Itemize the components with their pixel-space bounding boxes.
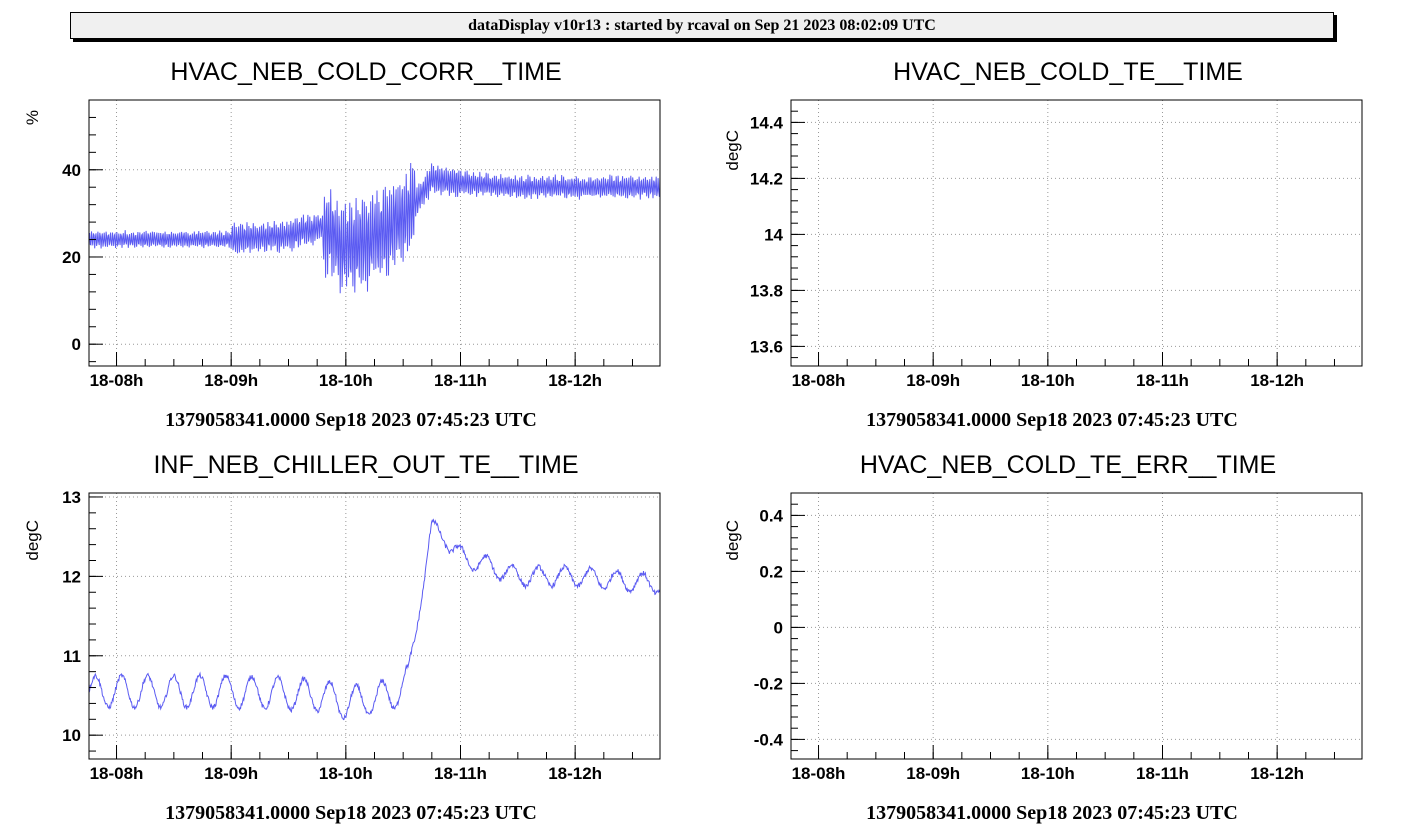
- chart-title: HVAC_NEB_COLD_CORR__TIME: [170, 58, 561, 86]
- y-tick-label: 14.2: [750, 169, 783, 188]
- x-tick-label: 18-09h: [906, 764, 960, 783]
- series-line: [88, 162, 661, 294]
- y-axis-label: degC: [723, 130, 742, 171]
- chart-title: INF_NEB_CHILLER_OUT_TE__TIME: [153, 451, 578, 479]
- y-tick-label: 13: [62, 488, 81, 507]
- plot-frame: [88, 492, 661, 760]
- y-tick-label: 14: [764, 225, 783, 244]
- x-axis-label: 1379058341.0000 Sep18 2023 07:45:23 UTC: [866, 802, 1238, 824]
- y-tick-label: 13.8: [750, 281, 783, 300]
- chart-2: HVAC_NEB_COLD_TE__TIME 13.6 13.8 14 14.2 14.4…: [723, 58, 1363, 431]
- x-tick-label: 18-10h: [319, 371, 373, 390]
- canvas-header: dataDisplay v10r13 : started by rcaval o…: [70, 12, 1334, 39]
- chart-title: HVAC_NEB_COLD_TE_ERR__TIME: [860, 451, 1276, 479]
- plot-frame: [790, 492, 1363, 760]
- x-axis-label: 1379058341.0000 Sep18 2023 07:45:23 UTC: [165, 409, 537, 431]
- x-tick-label: 18-12h: [548, 371, 602, 390]
- x-tick-label: 18-09h: [204, 371, 258, 390]
- y-tick-label: 10: [62, 726, 81, 745]
- x-tick-label: 18-08h: [792, 371, 846, 390]
- y-tick-label: 20: [62, 248, 81, 267]
- y-axis-label: degC: [23, 520, 42, 561]
- y-tick-label: 0.2: [759, 562, 783, 581]
- x-tick-label: 18-11h: [434, 764, 487, 783]
- header-text: dataDisplay v10r13 : started by rcaval o…: [468, 16, 936, 34]
- y-tick-label: 14.4: [750, 113, 784, 132]
- y-tick-label: 0.4: [759, 506, 783, 525]
- x-tick-label: 18-12h: [1250, 371, 1304, 390]
- y-tick-label: 40: [62, 161, 81, 180]
- y-tick-label: -0.2: [754, 674, 783, 693]
- x-tick-label: 18-08h: [792, 764, 846, 783]
- x-tick-label: 18-11h: [1136, 764, 1189, 783]
- y-axis-label: %: [23, 110, 42, 125]
- plot-frame: [790, 99, 1363, 367]
- x-tick-label: 18-10h: [319, 764, 373, 783]
- x-tick-label: 18-08h: [90, 764, 144, 783]
- x-tick-label: 18-10h: [1021, 764, 1075, 783]
- y-tick-label: 11: [63, 647, 81, 666]
- x-axis-label: 1379058341.0000 Sep18 2023 07:45:23 UTC: [866, 409, 1238, 431]
- x-tick-label: 18-12h: [548, 764, 602, 783]
- chart-3: INF_NEB_CHILLER_OUT_TE__TIME 10 11 12 13 18-0…: [23, 451, 661, 824]
- y-tick-label: -0.4: [754, 730, 784, 749]
- x-tick-label: 18-09h: [906, 371, 960, 390]
- y-tick-label: 0: [774, 618, 783, 637]
- chart-1: HVAC_NEB_COLD_CORR__TIME 0 20 40 18-08h 18-09…: [23, 58, 661, 431]
- chart-4: HVAC_NEB_COLD_TE_ERR__TIME -0.4 -0.2 0 0.2 0.…: [723, 451, 1363, 824]
- chart-title: HVAC_NEB_COLD_TE__TIME: [893, 58, 1243, 86]
- y-tick-label: 12: [62, 567, 81, 586]
- x-tick-label: 18-11h: [1136, 371, 1189, 390]
- x-tick-label: 18-12h: [1250, 764, 1304, 783]
- x-tick-label: 18-09h: [204, 764, 258, 783]
- x-tick-label: 18-08h: [90, 371, 144, 390]
- series-line: [88, 518, 661, 721]
- x-tick-label: 18-11h: [434, 371, 487, 390]
- y-tick-label: 13.6: [750, 337, 783, 356]
- y-tick-label: 0: [72, 335, 81, 354]
- x-tick-label: 18-10h: [1021, 371, 1075, 390]
- y-axis-label: degC: [723, 520, 742, 561]
- x-axis-label: 1379058341.0000 Sep18 2023 07:45:23 UTC: [165, 802, 537, 824]
